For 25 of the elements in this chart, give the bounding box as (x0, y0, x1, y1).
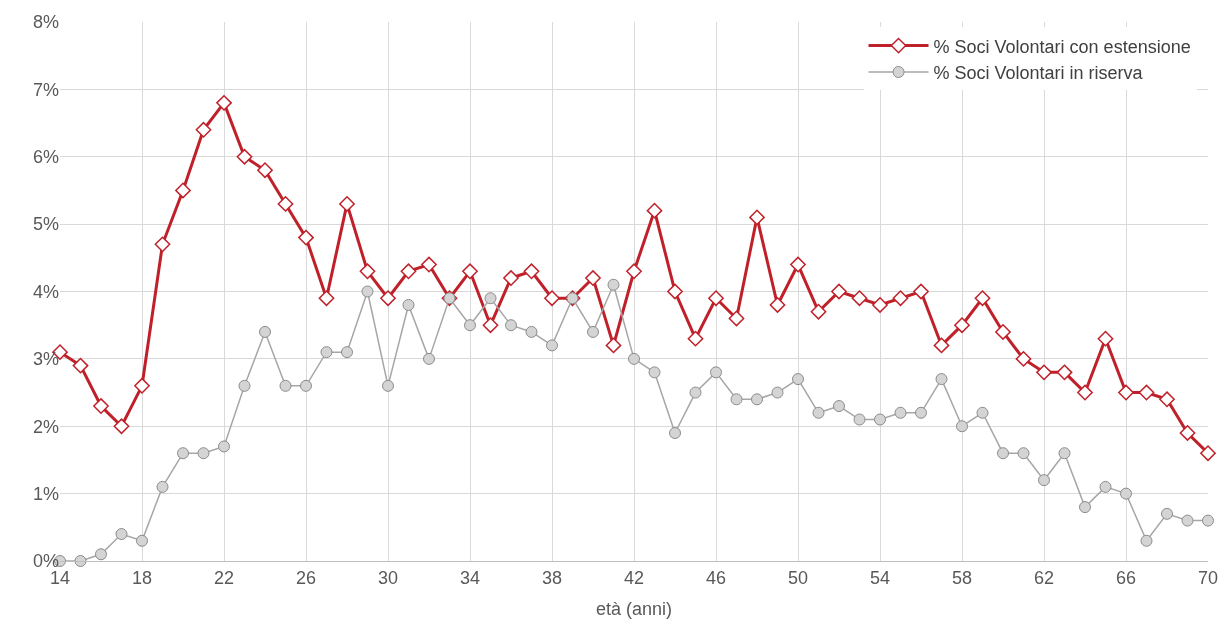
x-axis-title: età (anni) (595, 598, 673, 619)
x-tick-label: 18 (131, 567, 153, 588)
y-tick-label: 2% (32, 416, 59, 437)
y-tick-label: 8% (32, 12, 59, 33)
y-tick-label: 6% (32, 147, 59, 168)
x-tick-label: 34 (459, 567, 481, 588)
y-tick-label: 5% (32, 214, 59, 235)
x-tick-label: 54 (869, 567, 891, 588)
x-tick-label: 50 (787, 567, 809, 588)
legend-label: % Soci Volontari con estensione (933, 36, 1191, 57)
x-tick-label: 26 (295, 567, 317, 588)
x-tick-label: 58 (951, 567, 973, 588)
y-tick-label: 4% (32, 281, 59, 302)
x-tick-label: 22 (213, 567, 235, 588)
y-tick-label: 3% (32, 349, 59, 370)
x-tick-label: 70 (1197, 567, 1219, 588)
x-tick-label: 62 (1033, 567, 1055, 588)
x-tick-label: 42 (623, 567, 645, 588)
y-tick-label: 7% (32, 79, 59, 100)
x-tick-label: 30 (377, 567, 399, 588)
x-tick-label: 46 (705, 567, 727, 588)
legend-label: % Soci Volontari in riserva (933, 63, 1144, 84)
x-tick-label: 38 (541, 567, 563, 588)
x-tick-label: 66 (1115, 567, 1137, 588)
y-tick-label: 1% (32, 483, 59, 504)
